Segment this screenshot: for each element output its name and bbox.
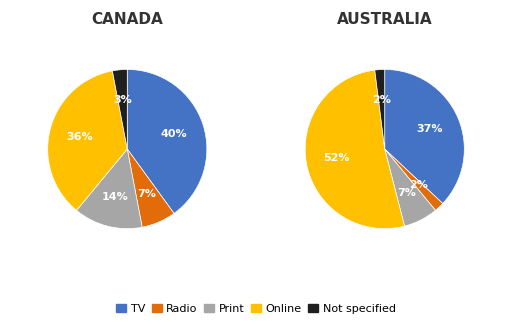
Text: 2%: 2% (409, 180, 428, 190)
Wedge shape (305, 70, 404, 229)
Wedge shape (48, 71, 127, 210)
Text: 2%: 2% (372, 95, 391, 105)
Text: 52%: 52% (323, 153, 350, 163)
Wedge shape (127, 69, 207, 214)
Wedge shape (375, 69, 385, 149)
Text: 3%: 3% (113, 95, 132, 105)
Title: CANADA: CANADA (92, 12, 163, 27)
Wedge shape (127, 149, 174, 227)
Title: AUSTRALIA: AUSTRALIA (337, 12, 433, 27)
Text: 14%: 14% (101, 192, 129, 202)
Text: 40%: 40% (161, 129, 187, 139)
Wedge shape (385, 69, 464, 203)
Legend: TV, Radio, Print, Online, Not specified: TV, Radio, Print, Online, Not specified (112, 299, 400, 318)
Wedge shape (76, 149, 142, 229)
Text: 7%: 7% (398, 188, 417, 198)
Text: 37%: 37% (417, 124, 443, 134)
Text: 36%: 36% (66, 132, 93, 142)
Wedge shape (385, 149, 443, 210)
Wedge shape (385, 149, 436, 226)
Text: 7%: 7% (137, 189, 156, 199)
Wedge shape (112, 69, 127, 149)
